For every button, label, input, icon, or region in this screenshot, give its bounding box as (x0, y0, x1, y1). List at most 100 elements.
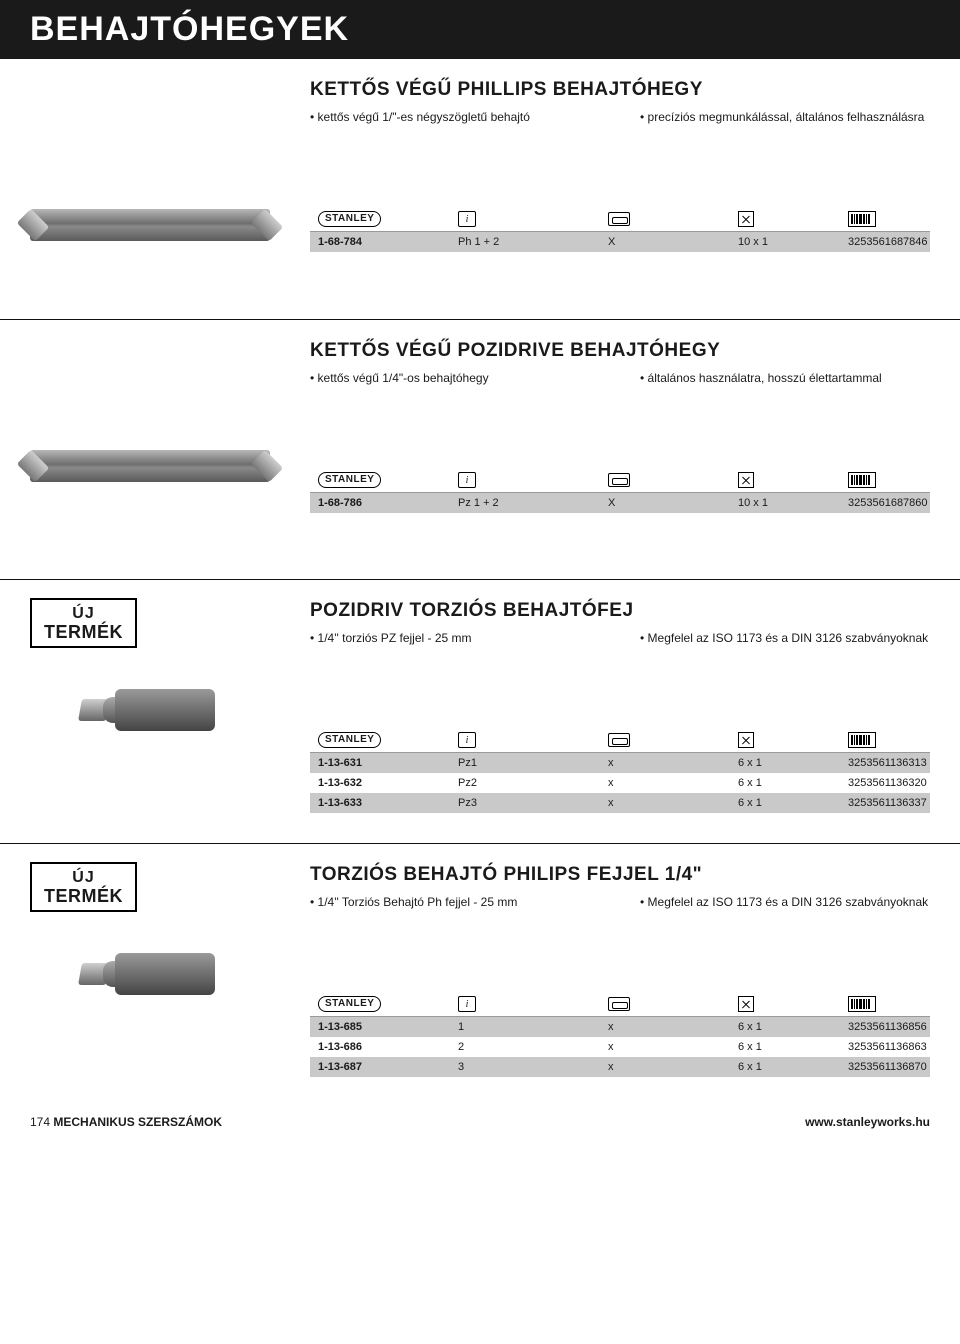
spec-cell: 1 (458, 1021, 608, 1033)
new-product-badge: ÚJ TERMÉK (30, 598, 137, 648)
footer-url: www.stanleyworks.hu (805, 1115, 930, 1129)
brand-logo-icon: STANLEY (318, 211, 458, 227)
page-footer: 174 MECHANIKUS SZERSZÁMOK www.stanleywor… (0, 1107, 960, 1143)
footer-page-number: 174 (30, 1115, 50, 1129)
barcode-icon (848, 211, 960, 227)
spec-cell: 2 (458, 1041, 608, 1053)
barcode-icon (848, 472, 960, 488)
bullet-columns: • kettős végű 1/"-es négyszögletű behajt… (310, 109, 930, 127)
page-title: BEHAJTÓHEGYEK (0, 0, 960, 59)
bullets-left: • kettős végű 1/4"-os behajtóhegy (310, 370, 600, 388)
table-header-row: STANLEY i (310, 468, 930, 493)
ean-cell: 3253561687860 (848, 497, 960, 509)
table-row: 1-68-786 Pz 1 + 2 X 10 x 1 3253561687860 (310, 493, 930, 513)
bullet-item: • kettős végű 1/"-es négyszögletű behajt… (310, 109, 600, 125)
col4-cell: 10 x 1 (738, 236, 848, 248)
badge-line1: ÚJ (44, 870, 123, 887)
col4-cell: 6 x 1 (738, 1041, 848, 1053)
card-icon (608, 473, 738, 487)
card-icon (608, 212, 738, 226)
bullets-right: • precíziós megmunkálással, általános fe… (640, 109, 930, 127)
info-icon: i (458, 732, 608, 748)
table-header-row: STANLEY i (310, 992, 930, 1017)
barcode-icon (848, 996, 960, 1012)
col4-cell: 6 x 1 (738, 797, 848, 809)
bullet-columns: • 1/4'' torziós PZ fejjel - 25 mm • Megf… (310, 630, 930, 648)
brand-logo-icon: STANLEY (318, 472, 458, 488)
badge-line2: TERMÉK (44, 623, 123, 642)
info-icon: i (458, 211, 608, 227)
product-image (30, 939, 270, 1009)
sku-cell: 1-68-784 (318, 236, 458, 248)
table-header-row: STANLEY i (310, 207, 930, 232)
col3-cell: x (608, 1061, 738, 1073)
table-row: 1-13-631 Pz1 x 6 x 1 3253561136313 (310, 753, 930, 773)
badge-line1: ÚJ (44, 606, 123, 623)
bullet-columns: • kettős végű 1/4"-os behajtóhegy • álta… (310, 370, 930, 388)
product-section: KETTŐS VÉGŰ POZIDRIVE BEHAJTÓHEGY • kett… (0, 319, 960, 579)
bullets-right: • általános használatra, hosszú élettart… (640, 370, 930, 388)
ean-cell: 3253561687846 (848, 236, 960, 248)
col3-cell: x (608, 1021, 738, 1033)
product-section: ÚJ TERMÉK TORZIÓS BEHAJTÓ PHILIPS FEJJEL… (0, 843, 960, 1107)
table-row: 1-13-687 3 x 6 x 1 3253561136870 (310, 1057, 930, 1077)
sku-cell: 1-13-686 (318, 1041, 458, 1053)
col4-cell: 10 x 1 (738, 497, 848, 509)
table-row: 1-13-686 2 x 6 x 1 3253561136863 (310, 1037, 930, 1057)
product-image (30, 209, 270, 241)
footer-section-name: MECHANIKUS SZERSZÁMOK (53, 1115, 222, 1129)
info-icon: i (458, 472, 608, 488)
bullets-right: • Megfelel az ISO 1173 és a DIN 3126 sza… (640, 894, 930, 912)
bullet-item: • 1/4'' Torziós Behajtó Ph fejjel - 25 m… (310, 894, 600, 910)
ean-cell: 3253561136856 (848, 1021, 960, 1033)
brand-logo-icon: STANLEY (318, 996, 458, 1012)
sku-cell: 1-13-687 (318, 1061, 458, 1073)
sku-cell: 1-13-631 (318, 757, 458, 769)
card-icon (608, 997, 738, 1011)
spec-cell: Pz 1 + 2 (458, 497, 608, 509)
bullet-item: • kettős végű 1/4"-os behajtóhegy (310, 370, 600, 386)
col3-cell: x (608, 757, 738, 769)
spec-cell: Pz1 (458, 757, 608, 769)
new-product-badge: ÚJ TERMÉK (30, 862, 137, 912)
sku-cell: 1-13-632 (318, 777, 458, 789)
bullet-item: • Megfelel az ISO 1173 és a DIN 3126 sza… (640, 894, 930, 910)
box-x-icon (738, 211, 848, 227)
bullets-left: • kettős végű 1/"-es négyszögletű behajt… (310, 109, 600, 127)
info-icon: i (458, 996, 608, 1012)
table-header-row: STANLEY i (310, 728, 930, 753)
section-title: KETTŐS VÉGŰ POZIDRIVE BEHAJTÓHEGY (310, 340, 930, 362)
section-title: KETTŐS VÉGŰ PHILLIPS BEHAJTÓHEGY (310, 79, 930, 101)
box-x-icon (738, 996, 848, 1012)
ean-cell: 3253561136313 (848, 757, 960, 769)
bullets-left: • 1/4'' torziós PZ fejjel - 25 mm (310, 630, 600, 648)
ean-cell: 3253561136320 (848, 777, 960, 789)
sku-cell: 1-13-633 (318, 797, 458, 809)
bullet-item: • általános használatra, hosszú élettart… (640, 370, 930, 386)
table-row: 1-13-633 Pz3 x 6 x 1 3253561136337 (310, 793, 930, 813)
table-row: 1-13-632 Pz2 x 6 x 1 3253561136320 (310, 773, 930, 793)
bullet-item: • 1/4'' torziós PZ fejjel - 25 mm (310, 630, 600, 646)
brand-logo-icon: STANLEY (318, 732, 458, 748)
ean-cell: 3253561136863 (848, 1041, 960, 1053)
box-x-icon (738, 472, 848, 488)
table-row: 1-13-685 1 x 6 x 1 3253561136856 (310, 1017, 930, 1037)
col4-cell: 6 x 1 (738, 1061, 848, 1073)
bullets-left: • 1/4'' Torziós Behajtó Ph fejjel - 25 m… (310, 894, 600, 912)
col3-cell: X (608, 236, 738, 248)
badge-line2: TERMÉK (44, 887, 123, 906)
bullet-item: • Megfelel az ISO 1173 és a DIN 3126 sza… (640, 630, 930, 646)
col3-cell: x (608, 777, 738, 789)
section-title: TORZIÓS BEHAJTÓ PHILIPS FEJJEL 1/4" (310, 864, 930, 886)
table-row: 1-68-784 Ph 1 + 2 X 10 x 1 3253561687846 (310, 232, 930, 252)
col3-cell: x (608, 1041, 738, 1053)
spec-cell: Pz2 (458, 777, 608, 789)
bullet-item: • precíziós megmunkálással, általános fe… (640, 109, 930, 125)
product-section: KETTŐS VÉGŰ PHILLIPS BEHAJTÓHEGY • kettő… (0, 59, 960, 319)
bullet-columns: • 1/4'' Torziós Behajtó Ph fejjel - 25 m… (310, 894, 930, 912)
sku-cell: 1-13-685 (318, 1021, 458, 1033)
col3-cell: x (608, 797, 738, 809)
ean-cell: 3253561136870 (848, 1061, 960, 1073)
product-section: ÚJ TERMÉK POZIDRIV TORZIÓS BEHAJTÓFEJ • … (0, 579, 960, 843)
content-area: KETTŐS VÉGŰ PHILLIPS BEHAJTÓHEGY • kettő… (0, 59, 960, 1107)
